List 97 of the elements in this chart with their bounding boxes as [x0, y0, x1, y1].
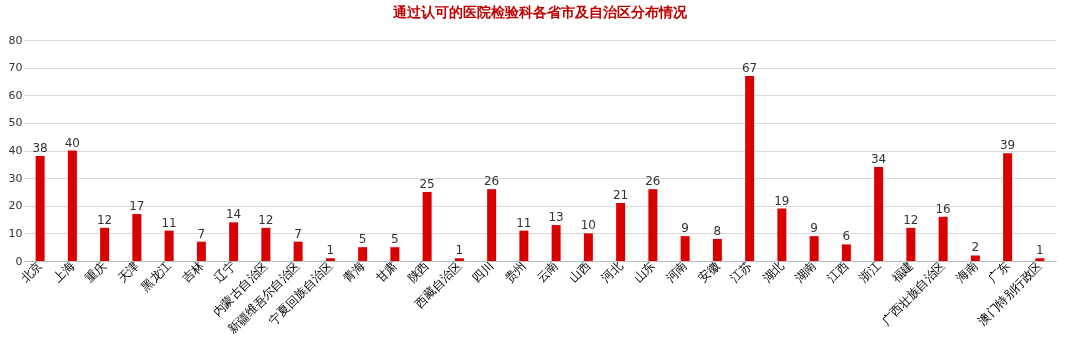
x-tick-label: 贵州	[501, 258, 529, 286]
bar	[841, 244, 851, 261]
data-label: 13	[548, 210, 564, 225]
x-tick-label: 山西	[566, 258, 594, 286]
data-label: 7	[197, 226, 206, 241]
data-label: 9	[810, 221, 818, 236]
bar	[874, 167, 884, 261]
y-tick-label: 70	[8, 61, 23, 75]
data-label: 34	[870, 152, 887, 167]
x-tick-label: 吉林	[179, 258, 207, 286]
bar	[487, 189, 497, 261]
bar	[551, 225, 561, 261]
x-tick-label: 山东	[630, 258, 658, 286]
bar	[809, 236, 819, 261]
x-tick-label: 青海	[340, 258, 368, 286]
data-label: 5	[391, 232, 399, 247]
x-tick-label: 湖北	[759, 258, 787, 286]
bar	[390, 247, 400, 261]
data-label: 26	[645, 174, 661, 189]
bar	[680, 236, 690, 261]
data-label: 12	[96, 212, 113, 227]
bar	[906, 227, 916, 261]
data-label: 12	[258, 212, 274, 227]
y-tick-label: 50	[8, 116, 23, 130]
data-label: 9	[681, 221, 689, 236]
bar	[454, 258, 464, 261]
bar	[1035, 258, 1045, 261]
bar	[325, 258, 335, 261]
bar	[648, 189, 658, 261]
data-label: 7	[294, 226, 302, 241]
y-tick-label: 0	[15, 254, 23, 268]
data-label: 12	[903, 212, 919, 227]
data-label: 5	[358, 232, 367, 247]
data-label: 10	[580, 218, 597, 233]
y-tick-label: 80	[8, 33, 23, 47]
bar	[745, 75, 755, 261]
x-tick-label: 浙江	[856, 258, 884, 286]
bar	[712, 238, 722, 261]
data-label: 14	[225, 207, 242, 222]
x-tick-label: 云南	[534, 258, 562, 286]
bar	[67, 150, 77, 261]
x-tick-label: 安徽	[695, 258, 723, 286]
data-label: 21	[612, 187, 629, 202]
bar	[261, 227, 271, 261]
data-label: 17	[129, 199, 145, 214]
x-tick-label: 重庆	[82, 258, 110, 286]
data-label: 67	[741, 60, 758, 75]
data-label: 1	[1036, 243, 1044, 258]
data-label: 11	[161, 215, 177, 230]
data-label: 1	[326, 243, 335, 258]
bar	[132, 214, 142, 261]
bar	[970, 255, 980, 261]
bar	[1003, 153, 1013, 261]
x-tick-label: 四川	[469, 258, 497, 286]
data-label: 6	[842, 229, 851, 244]
bar	[777, 208, 787, 261]
y-tick-label: 30	[8, 171, 23, 185]
data-label: 40	[64, 135, 81, 150]
y-tick-label: 40	[8, 144, 23, 157]
bar	[196, 241, 206, 261]
y-tick-label: 20	[8, 199, 23, 213]
chart-title: 通过认可的医院检验科各省市及自治区分布情况	[392, 4, 688, 20]
data-label: 25	[419, 176, 435, 191]
data-label: 26	[483, 174, 500, 189]
bar	[293, 241, 303, 261]
bar	[938, 216, 948, 261]
data-label: 39	[999, 138, 1016, 153]
y-tick-label: 10	[8, 226, 23, 240]
y-tick-label: 60	[8, 88, 23, 102]
x-tick-label: 湖南	[792, 258, 820, 286]
x-tick-label: 江西	[824, 258, 852, 286]
x-tick-label: 甘肃	[372, 258, 400, 286]
bar	[100, 227, 110, 261]
bar	[583, 233, 593, 261]
x-tick-label: 陕西	[405, 258, 433, 286]
bar	[422, 191, 432, 261]
data-label: 2	[971, 240, 980, 255]
data-label: 8	[713, 223, 722, 238]
x-tick-label: 江苏	[727, 258, 755, 286]
bar	[616, 202, 626, 261]
data-label: 16	[935, 201, 951, 216]
x-tick-label: 辽宁	[211, 258, 239, 286]
data-label: 1	[455, 243, 464, 258]
bar	[35, 156, 45, 261]
data-label: 11	[516, 215, 532, 230]
x-tick-label: 福建	[888, 258, 916, 286]
x-tick-label: 海南	[953, 258, 981, 286]
x-tick-label: 黑龙江	[138, 258, 175, 294]
x-tick-label: 上海	[50, 258, 78, 286]
data-label: 38	[32, 141, 48, 156]
bar	[229, 222, 239, 261]
bar	[358, 247, 368, 261]
data-label: 19	[774, 193, 790, 208]
bar	[164, 230, 174, 261]
x-tick-label: 河北	[598, 258, 626, 286]
bar	[519, 230, 529, 261]
x-tick-label: 河南	[663, 258, 691, 286]
